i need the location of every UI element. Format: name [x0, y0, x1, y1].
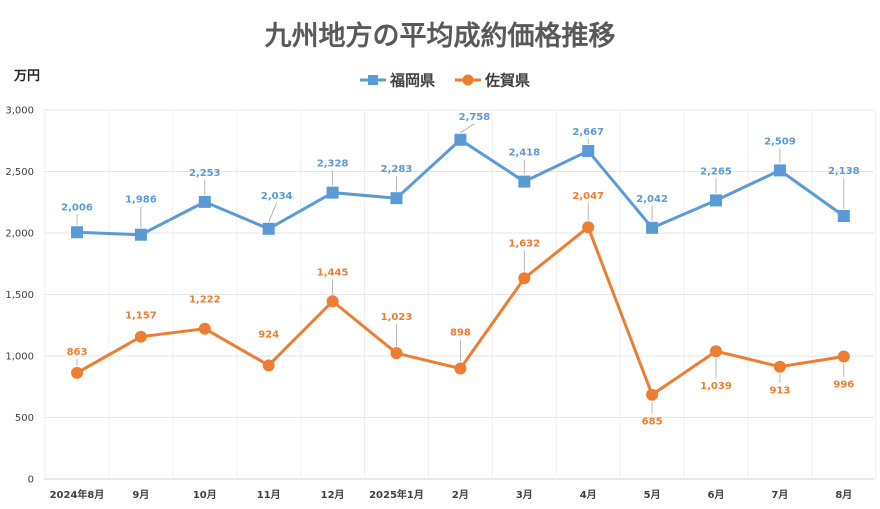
- x-tick-label: 2024年8月: [50, 488, 105, 501]
- data-point-marker: [326, 295, 339, 308]
- data-label: 2,418: [508, 148, 540, 159]
- legend-label: 福岡県: [389, 72, 435, 90]
- data-point-marker: [262, 222, 275, 235]
- x-tick-label: 2025年1月: [369, 488, 424, 501]
- data-label: 2,328: [317, 159, 349, 170]
- data-label: 898: [450, 328, 471, 339]
- data-label: 1,222: [189, 295, 221, 306]
- data-point-marker: [518, 272, 531, 285]
- data-label: 2,667: [572, 127, 604, 138]
- data-label: 996: [833, 379, 854, 390]
- y-tick-label: 3,000: [5, 106, 34, 117]
- y-tick-label: 500: [15, 413, 34, 424]
- data-label: 2,034: [261, 191, 293, 202]
- series-saga: 863 1,157 1,222 924 1,445 1,023 898 1,632 2,047 6…: [67, 191, 855, 428]
- data-point-marker: [710, 345, 722, 358]
- legend-label: 佐賀県: [484, 72, 530, 90]
- data-label: 2,047: [572, 191, 604, 202]
- legend-marker: [462, 74, 474, 86]
- data-label: 2,042: [636, 194, 668, 205]
- x-tick-label: 3月: [516, 489, 533, 501]
- series-layer: 2,006 1,986 2,253 2,034 2,328 2,283 2,758 2,418…: [61, 112, 859, 428]
- y-tick-label: 2,000: [5, 229, 34, 240]
- data-label: 2,758: [459, 112, 491, 123]
- data-point-marker: [518, 175, 531, 188]
- data-point-marker: [198, 195, 211, 208]
- legend: 福岡県 佐賀県: [360, 72, 530, 90]
- data-point-marker: [837, 350, 850, 363]
- y-tick-label: 2,500: [5, 167, 34, 178]
- data-label-leader: [460, 123, 475, 134]
- gridlines: [44, 109, 877, 480]
- y-tick-label: 1,000: [5, 352, 34, 363]
- data-point-marker: [390, 347, 403, 360]
- data-label: 2,253: [189, 168, 221, 179]
- data-point-marker: [582, 144, 595, 157]
- x-tick-label: 4月: [580, 489, 597, 501]
- y-tick-label: 1,500: [5, 290, 34, 301]
- x-tick-label: 2月: [452, 489, 469, 501]
- y-tick-label: 0: [28, 475, 34, 486]
- data-label: 2,509: [764, 136, 796, 147]
- data-point-marker: [71, 226, 83, 239]
- data-point-marker: [71, 366, 83, 379]
- data-point-marker: [454, 133, 467, 146]
- chart-title: 九州地方の平均成約価格推移: [265, 20, 616, 52]
- data-label: 924: [258, 329, 279, 340]
- data-point-marker: [837, 210, 850, 223]
- data-point-marker: [326, 186, 339, 199]
- y-axis-unit-label: 万円: [13, 69, 40, 84]
- data-point-marker: [646, 388, 659, 401]
- x-tick-label: 5月: [644, 489, 661, 501]
- data-label: 1,023: [381, 312, 413, 323]
- x-tick-label: 9月: [132, 489, 149, 501]
- data-point-marker: [262, 359, 275, 372]
- x-tick-label: 6月: [708, 489, 725, 501]
- y-axis-ticks: 0 500 1,000 1,500 2,000 2,500 3,000: [5, 106, 34, 486]
- data-point-marker: [773, 164, 786, 177]
- x-tick-label: 12月: [321, 489, 345, 501]
- data-label: 2,006: [61, 202, 93, 213]
- x-tick-label: 11月: [257, 489, 281, 501]
- data-point-marker: [198, 322, 211, 335]
- x-axis-ticks: 2024年8月 9月 10月 11月 12月 2025年1月 2月 3月 4月 5月 6月 7月 8月: [50, 488, 853, 501]
- data-label: 1,445: [317, 267, 349, 278]
- data-label: 1,039: [700, 381, 732, 392]
- data-point-marker: [134, 330, 147, 343]
- data-label: 2,283: [381, 164, 413, 175]
- data-label: 913: [769, 386, 790, 397]
- data-point-marker: [390, 192, 403, 205]
- x-tick-label: 7月: [771, 489, 788, 501]
- data-label: 1,157: [125, 311, 157, 322]
- data-point-marker: [582, 221, 595, 234]
- data-label-leader: [268, 202, 278, 222]
- data-point-marker: [710, 194, 722, 207]
- data-point-marker: [646, 221, 659, 234]
- data-label: 1,986: [125, 195, 157, 206]
- data-point-marker: [134, 228, 147, 241]
- data-label: 863: [67, 347, 88, 358]
- data-label: 2,265: [700, 166, 732, 177]
- data-label: 1,632: [508, 238, 540, 249]
- data-point-marker: [773, 360, 786, 373]
- x-tick-label: 8月: [835, 489, 852, 501]
- data-label: 685: [642, 417, 663, 428]
- legend-marker: [368, 75, 378, 85]
- data-point-marker: [454, 362, 467, 375]
- x-tick-label: 10月: [193, 489, 217, 501]
- data-label: 2,138: [828, 166, 860, 177]
- series-fukuoka: 2,006 1,986 2,253 2,034 2,328 2,283 2,758 2,418…: [61, 112, 860, 241]
